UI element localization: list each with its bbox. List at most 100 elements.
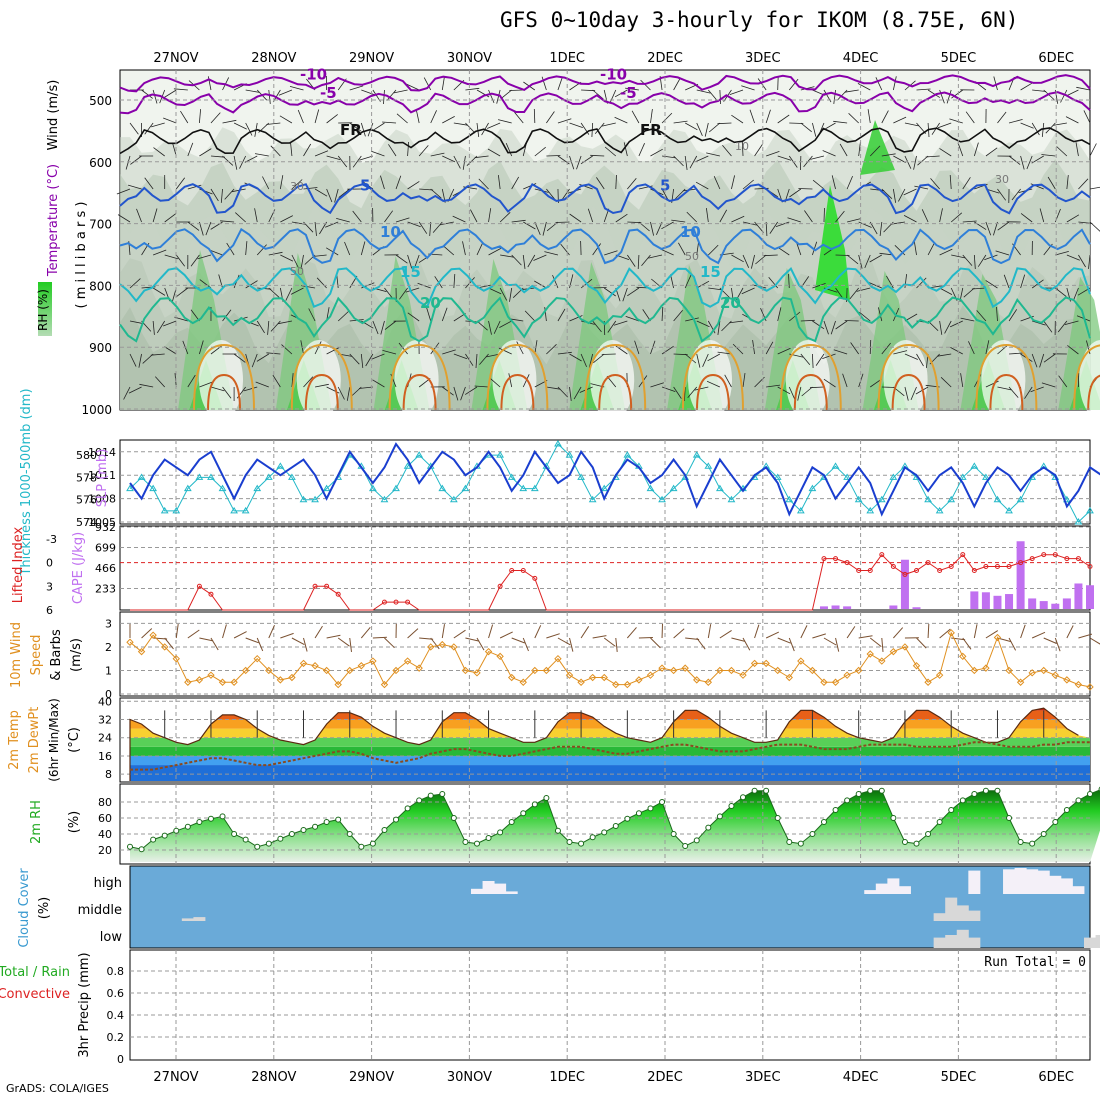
wind10-barb [696, 637, 706, 650]
wind10-point [322, 666, 331, 675]
wind-barb [371, 150, 385, 157]
bl-contour [1073, 344, 1100, 411]
wind-barb [749, 109, 755, 124]
wind10-point [265, 666, 273, 675]
rh-tick-label: 60 [98, 812, 112, 825]
wind-barb [735, 287, 744, 301]
wind10-point [230, 678, 238, 686]
thickness-point [727, 495, 736, 503]
wind-barb [859, 311, 871, 322]
wind-barb [476, 242, 484, 256]
wind10-barb [511, 637, 525, 644]
wind-barb [603, 287, 616, 297]
wind-barb [303, 143, 312, 157]
wind10-point [1086, 683, 1094, 691]
wind-barb [314, 109, 320, 124]
wind-barb [372, 122, 385, 131]
wind-barb [199, 221, 204, 236]
wind-barb [594, 122, 605, 134]
wind10-point [137, 647, 146, 656]
temperature-label: Temperature (°C) [46, 164, 61, 277]
wind-barb [205, 221, 212, 236]
wind-barb [280, 215, 293, 223]
millibars-label: ( m i l l i b a r s ) [74, 202, 89, 309]
bl-contour [877, 343, 940, 411]
wind10-point [739, 671, 747, 679]
cloud-high-bar [494, 883, 507, 894]
wind-barb [1088, 254, 1091, 269]
wind10-barb [1020, 624, 1026, 639]
rh2m-point [832, 807, 839, 813]
cloud-high-bar [887, 878, 900, 894]
wind-barb [706, 152, 720, 157]
wind10-barb [592, 635, 607, 639]
wind-barb [842, 373, 848, 388]
wind-barb [152, 249, 167, 256]
cloud-low-bar [1095, 935, 1100, 948]
cloud-layer-label: low [100, 930, 123, 945]
wind-barb [174, 316, 188, 322]
rh2m-point [844, 797, 851, 804]
wind-barb [886, 275, 894, 289]
wind10-barb [522, 637, 529, 652]
wind10-point [889, 647, 898, 656]
wind-barb [775, 221, 790, 227]
wind-barb [164, 254, 179, 260]
wind-barb [765, 109, 771, 124]
wind-barb [858, 142, 861, 157]
wind10-point [623, 680, 632, 689]
wind-barb [1076, 86, 1091, 91]
wind-barb [130, 155, 142, 165]
rh2m-point [1017, 839, 1024, 845]
wind-barb [180, 110, 189, 124]
wind-barb [509, 287, 513, 302]
wind-barb [1039, 353, 1045, 368]
wind-barb [984, 254, 998, 261]
wind-barb [731, 215, 745, 223]
wind-barb [650, 382, 664, 388]
wind-barb [210, 386, 225, 392]
wind-barb [383, 89, 385, 105]
thickness-point [392, 484, 400, 492]
wind-barb [393, 89, 408, 94]
cloud-middle-bar [193, 917, 206, 921]
wind-barb [316, 277, 327, 289]
wind10-point [195, 676, 204, 684]
wind-barb [973, 254, 976, 270]
wind10-barb [985, 630, 999, 639]
rh2m-point [901, 839, 908, 845]
wind-barb [326, 155, 341, 160]
thickness-point [1016, 495, 1025, 503]
wind-barb [777, 307, 782, 322]
wind-barb [123, 386, 131, 400]
rh-dry-cell [492, 340, 537, 420]
thickness-point [126, 484, 134, 492]
thickness-point [982, 473, 990, 480]
dewpoint-line [130, 741, 1090, 771]
wind-barb [642, 309, 651, 322]
li-point [994, 564, 1000, 570]
rh-tick-label: 40 [98, 828, 112, 841]
wind-barb [361, 89, 375, 96]
rh2m-point [288, 831, 295, 837]
wind10-barb [569, 637, 574, 652]
pressure-tick-label: 600 [89, 156, 112, 170]
wind-barb [704, 122, 709, 137]
wind10-barb [326, 634, 341, 639]
wind-barb [498, 347, 512, 355]
li-point [208, 591, 214, 597]
wind-barb [254, 153, 269, 157]
contour-label: -5 [620, 84, 637, 102]
wind-barb [850, 342, 860, 355]
wind10-point [970, 666, 979, 675]
wind-barb [661, 155, 676, 159]
rh2m-point [867, 787, 874, 794]
thickness-point [588, 495, 597, 503]
wind-barb [487, 148, 501, 157]
wind10-barb [800, 625, 808, 639]
wind-barb [270, 145, 281, 157]
wind-barb [684, 386, 686, 402]
wind-barb [648, 254, 663, 259]
wind-barb [384, 210, 394, 223]
cloud-high-bar [482, 881, 495, 894]
